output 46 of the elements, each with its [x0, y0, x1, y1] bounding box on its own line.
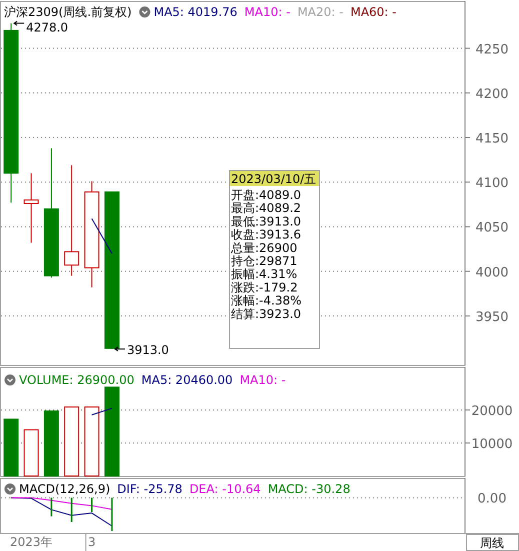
y-tick-label: 4150	[475, 132, 509, 146]
annotation: 涨幅:-4.38%	[231, 294, 302, 308]
series-label: VOLUME: 26900.00	[19, 373, 134, 387]
y-tick-label: 4050	[475, 220, 509, 236]
annotation: 开盘:4089.0	[231, 188, 302, 202]
y-tick-label: 3950	[475, 310, 509, 325]
y-tick-label: 20000	[471, 404, 513, 419]
candlestick	[64, 164, 80, 276]
legend-label: MA10: -	[240, 373, 286, 387]
legend-label: MA10: -	[244, 5, 290, 19]
y-tick-label: 10000	[471, 436, 513, 452]
text: 周线	[480, 536, 504, 550]
annotation: 最低:3913.0	[231, 214, 302, 228]
candlestick	[24, 172, 39, 244]
text: MA5: 4019.76	[154, 5, 238, 19]
bar	[24, 429, 39, 476]
annotation: 收盘:3913.6	[231, 228, 302, 242]
annotation: 持仓:29871	[231, 254, 298, 268]
bar	[4, 418, 19, 476]
text: MA5: 20460.00	[141, 373, 233, 387]
annotation: 最高:4089.2	[231, 201, 302, 216]
y-tick-label: 4100	[475, 176, 509, 192]
x-tick-label: 3	[88, 535, 96, 549]
text: 0.00	[478, 492, 506, 507]
y-tick-label: 4000	[475, 265, 509, 280]
annotation: 总量:26900	[230, 240, 298, 255]
text: 2023/03/10/五	[231, 172, 316, 186]
chart-title: 沪深2309(周线.前复权)	[4, 5, 132, 19]
text: DEA: -10.64	[189, 482, 261, 496]
y-tick-label: 4250	[475, 42, 509, 58]
annotation: 4278.0	[26, 20, 68, 34]
annotation: 涨跌:-179.2	[231, 280, 298, 294]
bar	[44, 410, 59, 476]
y-tick-label: 4200	[475, 86, 509, 102]
chart-title: MACD(12,26,9)	[19, 482, 110, 496]
bar	[84, 406, 100, 476]
bar	[64, 406, 80, 476]
bar	[104, 386, 120, 476]
text: DIF: -25.78	[117, 482, 182, 496]
text: MACD: -30.28	[268, 482, 350, 496]
legend-label: MA60: -	[350, 5, 396, 19]
x-tick-label: 2023年	[10, 535, 53, 549]
annotation: 结算:3923.0	[231, 306, 302, 321]
annotation: 振幅:4.31%	[231, 267, 298, 282]
annotation: 3913.0	[126, 342, 169, 357]
legend-label: MA20: -	[297, 5, 344, 19]
